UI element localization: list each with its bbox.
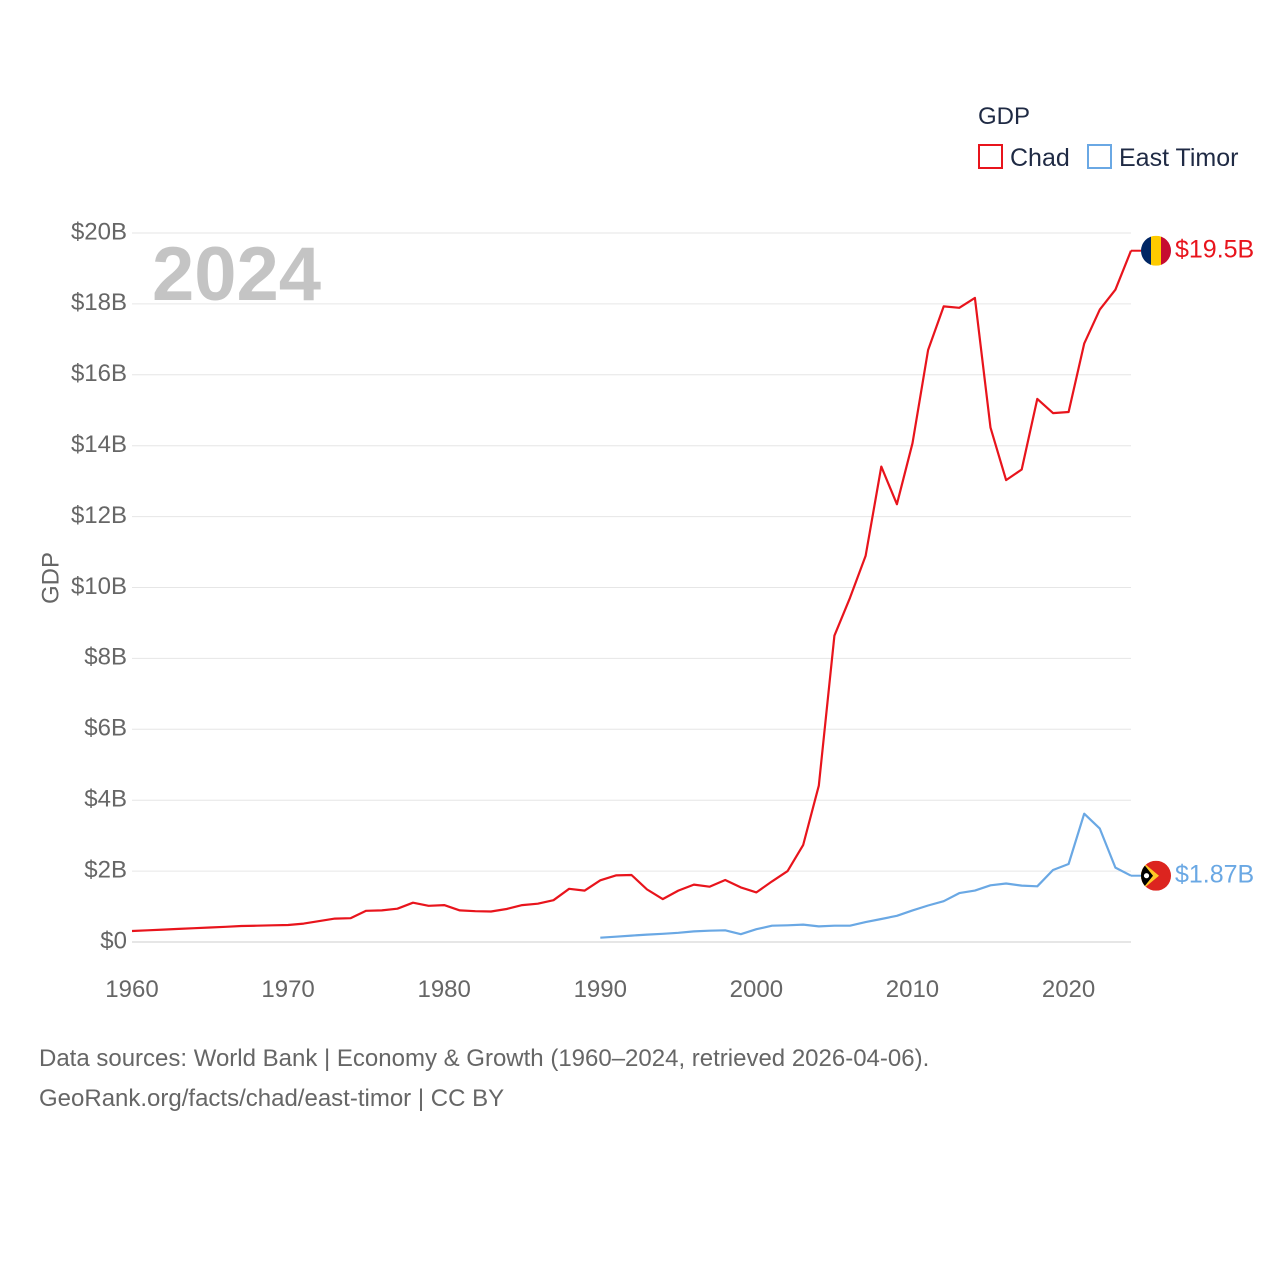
legend: GDP Chad East Timor xyxy=(978,103,1238,172)
y-tick-label: $0 xyxy=(100,927,127,954)
gridlines xyxy=(132,232,1131,943)
source-line-1: Data sources: World Bank | Economy & Gro… xyxy=(39,1045,930,1072)
x-tick-label: 2000 xyxy=(730,976,783,1003)
y-axis-title: GDP xyxy=(37,552,64,604)
x-tick-label: 2010 xyxy=(886,976,939,1003)
y-tick-label: $14B xyxy=(71,431,127,458)
end-value-label-east-timor: $1.87B xyxy=(1175,860,1254,888)
chad-flag-icon xyxy=(1141,235,1171,266)
series-line-chad xyxy=(131,250,1133,933)
year-watermark: 2024 xyxy=(152,232,321,317)
x-tick-label: 1960 xyxy=(105,976,158,1003)
y-tick-label: $18B xyxy=(71,289,127,316)
end-markers: $19.5B $1.87B xyxy=(1131,235,1254,891)
y-tick-label: $4B xyxy=(84,786,127,813)
y-tick-label: $16B xyxy=(71,360,127,387)
y-tick-label: $10B xyxy=(71,573,127,600)
y-tick-label: $8B xyxy=(84,644,127,671)
series-line-east-timor xyxy=(600,812,1132,939)
x-tick-label: 1990 xyxy=(574,976,627,1003)
x-tick-label: 1970 xyxy=(261,976,314,1003)
y-tick-label: $20B xyxy=(71,218,127,245)
y-axis-ticks: $0 $2B $4B $6B $8B $10B $12B $14B $16B $18B $20B xyxy=(71,218,127,954)
y-tick-label: $12B xyxy=(71,502,127,529)
end-value-label-chad: $19.5B xyxy=(1175,235,1254,263)
x-tick-label: 1980 xyxy=(417,976,470,1003)
source-line-2: GeoRank.org/facts/chad/east-timor | CC B… xyxy=(39,1085,505,1112)
series-lines xyxy=(131,250,1133,939)
x-axis-ticks: 1960 1970 1980 1990 2000 2010 2020 xyxy=(105,976,1095,1003)
y-tick-label: $2B xyxy=(84,856,127,883)
legend-swatch-east-timor[interactable] xyxy=(1087,144,1112,169)
y-tick-label: $6B xyxy=(84,715,127,742)
legend-swatch-chad[interactable] xyxy=(978,144,1003,169)
legend-title: GDP xyxy=(978,103,1030,130)
east-timor-flag-icon xyxy=(1141,860,1171,891)
legend-label-chad[interactable]: Chad xyxy=(1010,144,1070,172)
legend-label-east-timor[interactable]: East Timor xyxy=(1119,144,1238,172)
x-tick-label: 2020 xyxy=(1042,976,1095,1003)
